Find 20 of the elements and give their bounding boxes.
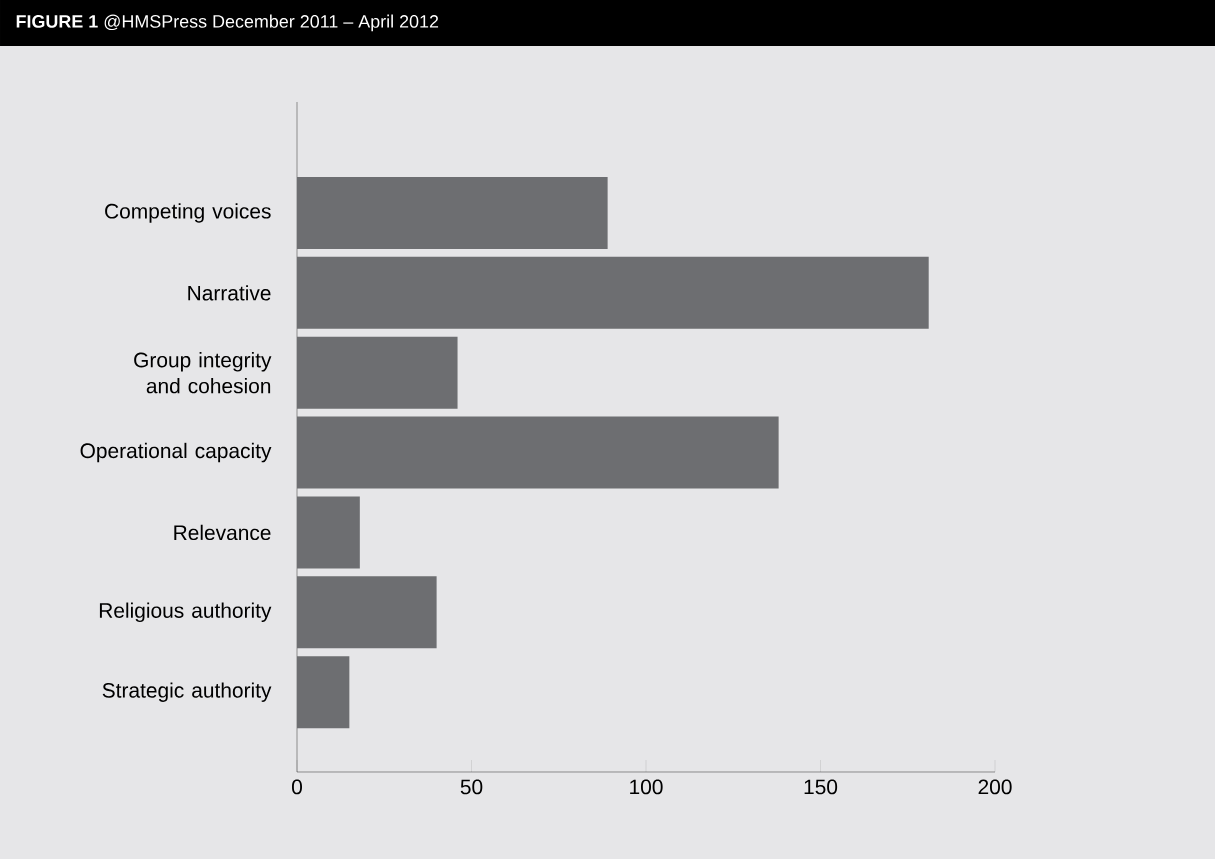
x-tick-label: 50 [460, 779, 483, 795]
chart-title: FIGURE 1 @HMSPress December 2011 – April 2012 [16, 14, 439, 32]
y-tick-label: Narrative [188, 285, 271, 301]
bar [297, 416, 779, 489]
bar [297, 576, 437, 649]
x-tick-label: 200 [978, 779, 1012, 795]
bar [297, 336, 458, 409]
x-tick-label: 0 [292, 779, 302, 795]
y-tick-label: Group integrity and cohesion [134, 352, 272, 394]
y-tick-label: Strategic authority [102, 682, 272, 702]
y-tick-label: Operational capacity [80, 442, 272, 463]
bar [297, 176, 608, 249]
y-tick-label: Religious authority [99, 602, 272, 623]
y-tick-label: Competing voices [105, 203, 271, 223]
bar [297, 496, 360, 569]
bar [297, 656, 350, 729]
x-tick-label: 100 [630, 779, 663, 795]
y-tick-label: Relevance [174, 524, 271, 541]
bar [297, 256, 929, 329]
x-tick-label: 150 [804, 779, 838, 795]
